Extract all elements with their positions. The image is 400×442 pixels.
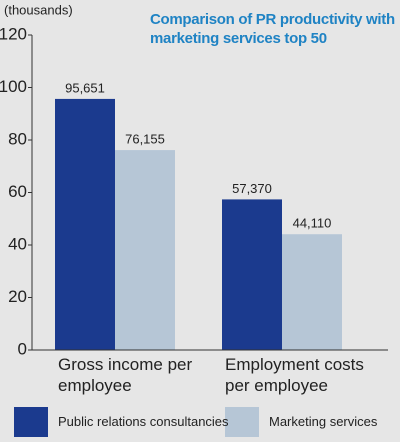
y-axis-label: (thousands) <box>4 2 73 17</box>
y-tick-label: 60 <box>8 182 27 201</box>
legend-label: Public relations consultancies <box>58 414 229 429</box>
legend-swatch <box>225 407 259 437</box>
legend-swatch <box>14 407 48 437</box>
bar <box>222 199 282 350</box>
x-tick-label: Employment costs per employee <box>225 355 364 395</box>
bar <box>55 98 115 350</box>
y-tick-label: 0 <box>18 339 27 358</box>
value-label: 44,110 <box>293 216 332 231</box>
legend-label: Marketing services <box>269 414 378 429</box>
chart-title: Comparison of PR productivity with marke… <box>150 11 395 47</box>
value-label: 57,370 <box>232 181 272 196</box>
y-tick-label: 100 <box>0 77 27 96</box>
y-tick-label: 80 <box>8 129 27 148</box>
value-label: 95,651 <box>65 80 105 95</box>
y-tick-label: 40 <box>8 234 27 253</box>
bar <box>115 150 175 350</box>
y-tick-label: 120 <box>0 24 27 43</box>
value-label: 76,155 <box>125 132 165 147</box>
y-tick-label: 20 <box>8 287 27 306</box>
x-tick-label: Gross income per employee <box>58 355 193 395</box>
bar <box>282 234 342 350</box>
